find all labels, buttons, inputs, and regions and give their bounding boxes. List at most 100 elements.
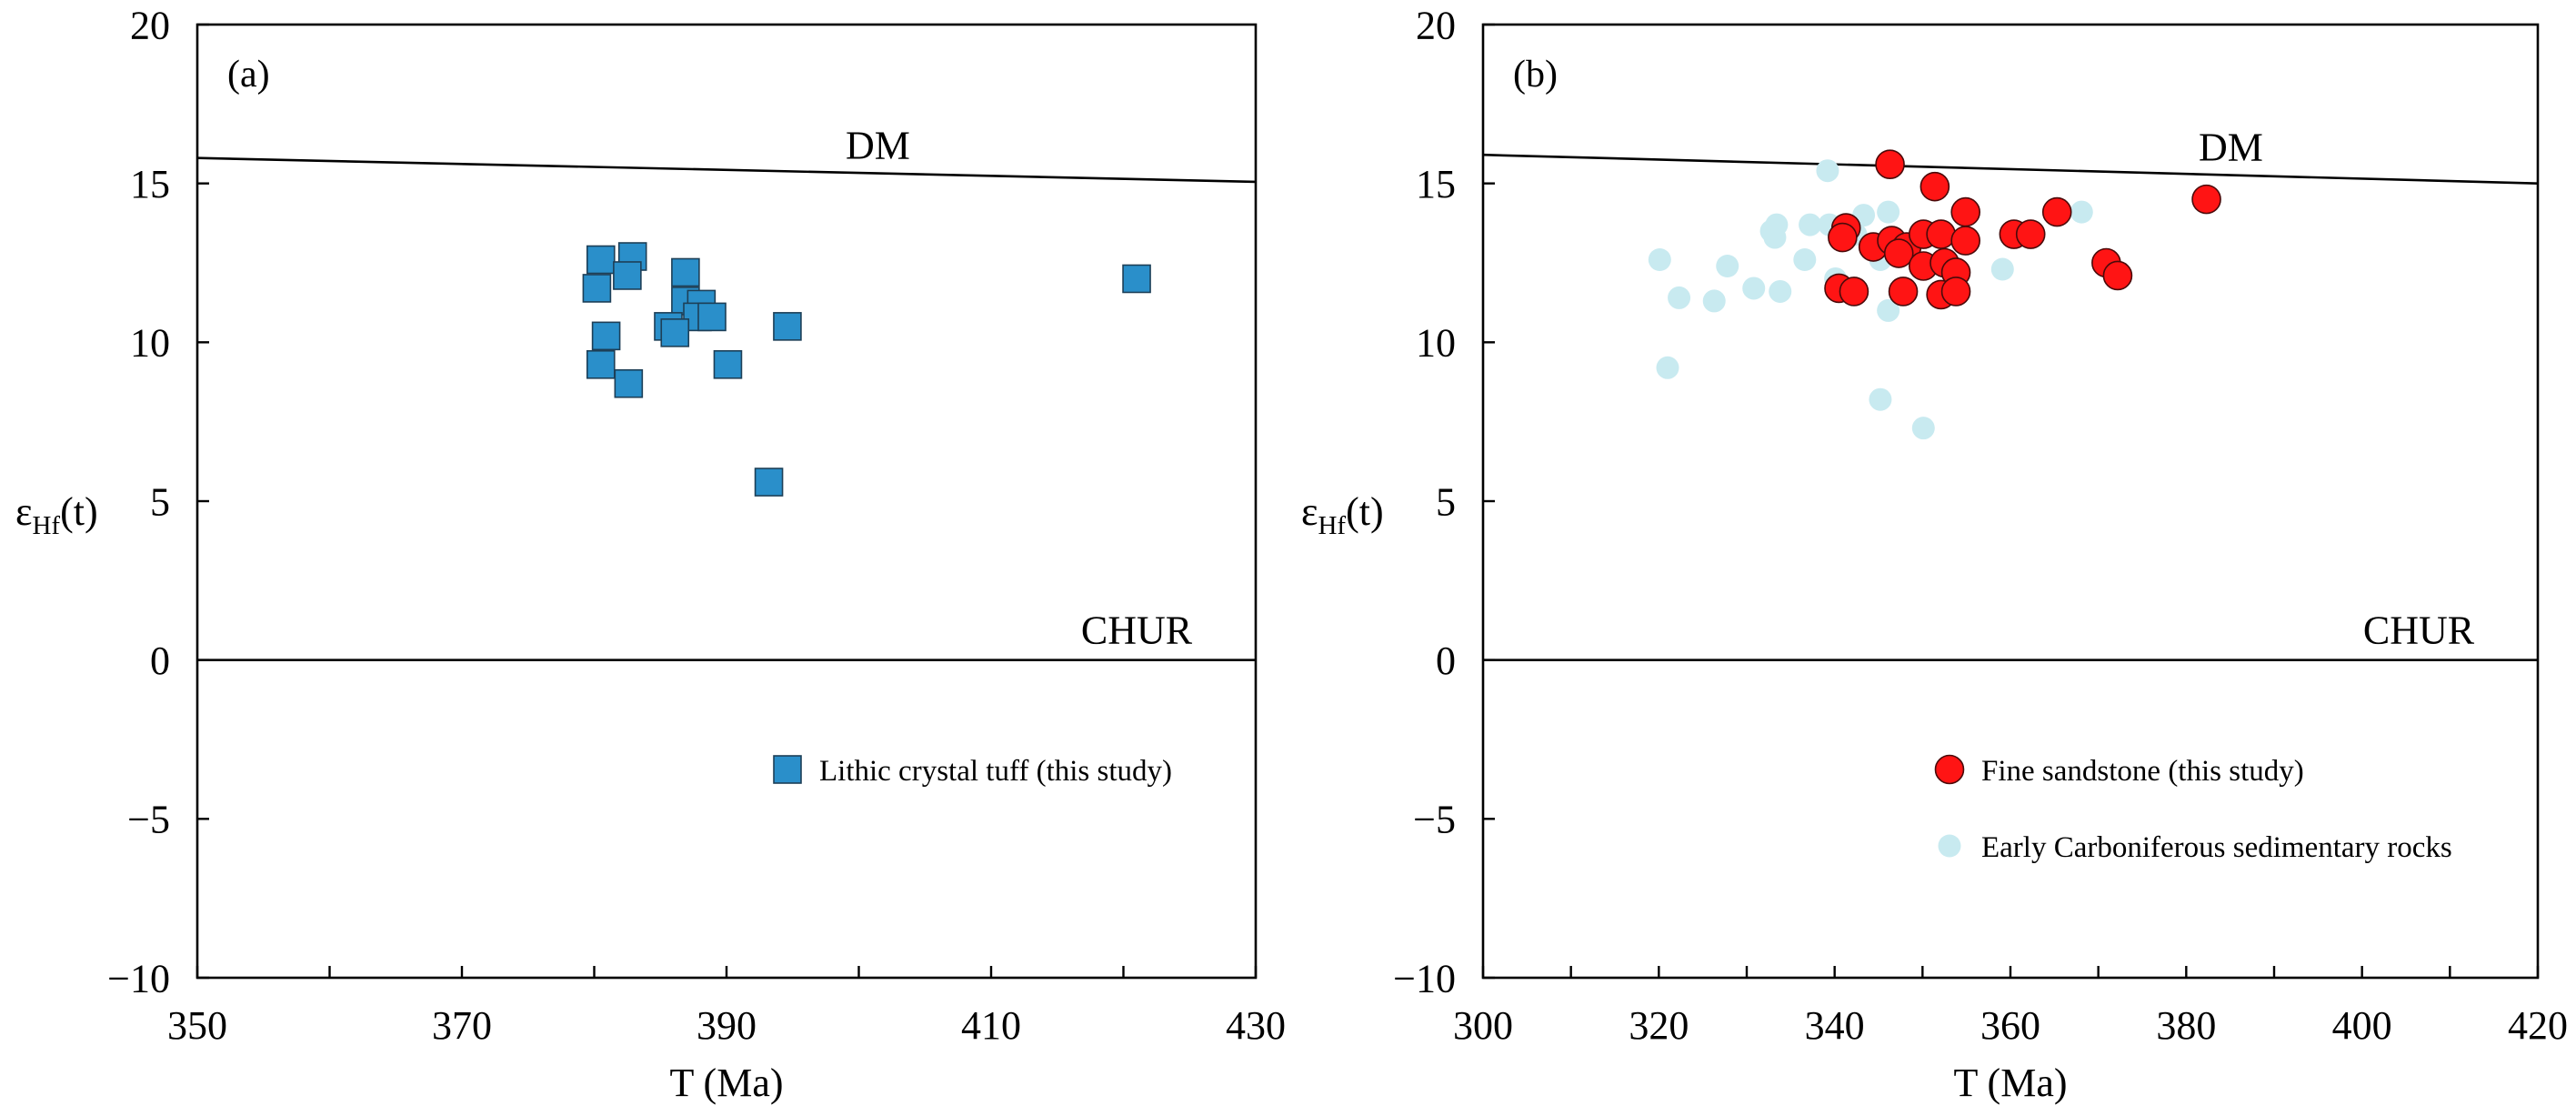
scatter-point (1940, 276, 1971, 307)
y-axis-title-subscript: Hf (1318, 511, 1346, 540)
scatter-point (614, 368, 644, 398)
y-axis-title-suffix: (t) (60, 489, 98, 534)
y-axis-title: εHf(t) (1301, 489, 1384, 540)
scatter-point (1799, 213, 1822, 236)
scatter-point (1763, 226, 1787, 249)
scatter-point (1668, 286, 1691, 309)
early-carboniferous-sedimentary-rocks-series (1648, 159, 2093, 440)
x-tick-label: 340 (1805, 1003, 1865, 1048)
y-axis-title-symbol: ε (1301, 489, 1318, 534)
y-tick-label: 20 (1416, 3, 1456, 47)
x-tick-label: 370 (432, 1003, 492, 1048)
dm-label: DM (2199, 126, 2263, 170)
scatter-point (1816, 159, 1839, 183)
fine-sandstone-this-study-series (1824, 149, 2221, 310)
chur-label: CHUR (2363, 608, 2475, 653)
scatter-point (671, 257, 700, 287)
dm-reference-line (196, 156, 1257, 184)
y-axis: 20 15 10 5 0 −5 −10 (1393, 3, 1495, 1000)
x-tick-label: 430 (1226, 1003, 1286, 1048)
scatter-point (613, 261, 642, 290)
x-tick-label: 390 (697, 1003, 757, 1048)
scatter-point (1919, 171, 1950, 202)
scatter-point (2191, 184, 2221, 215)
scatter-point (697, 302, 727, 332)
y-axis-title-symbol: ε (15, 489, 32, 534)
chur-label: CHUR (1081, 608, 1193, 653)
legend-marker (773, 755, 802, 784)
scatter-point (2070, 200, 2093, 224)
plot-frame (195, 23, 1258, 980)
y-tick-label: −5 (1413, 798, 1456, 842)
scatter-point (1950, 196, 1980, 227)
dm-label: DM (846, 124, 910, 168)
y-tick-label: 0 (150, 638, 170, 683)
scatter-point (1875, 149, 1905, 180)
scatter-point (586, 349, 616, 379)
scatter-point (1828, 222, 1858, 253)
panel-label: (b) (1513, 54, 1558, 96)
dm-reference-line (1482, 153, 2539, 185)
scatter-point (1869, 387, 1892, 411)
y-axis-title-subscript: Hf (32, 511, 60, 540)
scatter-point (582, 274, 612, 303)
x-tick-label: 400 (2332, 1003, 2392, 1048)
panel-a: 350 370 390 410 430 20 15 10 5 0 −5 −10 T (Ma) εHf(t)… (15, 3, 1286, 1105)
scatter-point (773, 312, 802, 341)
y-tick-label: 5 (150, 479, 170, 524)
scatter-point (1656, 356, 1679, 379)
scatter-point (1950, 226, 1980, 256)
y-tick-label: −10 (107, 956, 170, 1000)
legend-marker (1938, 834, 1961, 858)
x-tick-label: 420 (2508, 1003, 2568, 1048)
y-tick-label: 5 (1436, 479, 1456, 524)
scatter-point (660, 318, 690, 347)
scatter-point (2041, 196, 2072, 227)
y-tick-label: 15 (1416, 162, 1456, 206)
x-tick-label: 350 (167, 1003, 227, 1048)
scatter-point (1877, 200, 1900, 224)
legend-marker (1934, 754, 1965, 785)
scatter-point (2102, 260, 2133, 291)
scatter-point (1990, 257, 2014, 281)
scatter-point (1888, 276, 1919, 307)
x-tick-label: 360 (1980, 1003, 2040, 1048)
scatter-point (754, 468, 784, 497)
scatter-point (1122, 264, 1151, 294)
x-axis: 350 370 390 410 430 (167, 966, 1286, 1048)
panel-b: 300 320 340 360 380 400 420 20 15 10 5 0 −5 −10 T (Ma)… (1301, 3, 2568, 1105)
scatter-point (586, 245, 616, 275)
scatter-point (1877, 298, 1900, 322)
y-tick-label: 10 (1416, 321, 1456, 366)
y-tick-label: 15 (130, 162, 170, 206)
scatter-point (591, 321, 621, 351)
scatter-point (1911, 417, 1935, 440)
scatter-point (1716, 254, 1739, 277)
x-tick-label: 320 (1629, 1003, 1689, 1048)
legend: Fine sandstone (this study) Early Carboni… (1934, 754, 2452, 864)
scatter-point (2015, 219, 2046, 249)
x-axis: 300 320 340 360 380 400 420 (1453, 966, 2568, 1048)
panel-label: (a) (227, 54, 270, 96)
x-axis-title: T (Ma) (669, 1061, 783, 1105)
scatter-point (1926, 219, 1956, 249)
scatter-point (1839, 276, 1869, 307)
legend-label: Early Carboniferous sedimentary rocks (1981, 831, 2452, 864)
x-tick-label: 300 (1453, 1003, 1513, 1048)
x-tick-label: 380 (2156, 1003, 2216, 1048)
y-tick-label: 20 (130, 3, 170, 47)
scatter-point (1793, 248, 1817, 272)
y-axis-title-suffix: (t) (1346, 489, 1384, 534)
y-tick-label: 10 (130, 321, 170, 366)
scatter-point (1742, 276, 1766, 300)
x-tick-label: 410 (961, 1003, 1021, 1048)
y-axis-title: εHf(t) (15, 489, 98, 540)
scatter-point (1883, 238, 1914, 268)
legend: Lithic crystal tuff (this study) (773, 755, 1172, 788)
y-tick-label: 0 (1436, 638, 1456, 683)
scatter-point (713, 349, 743, 379)
scatter-point (1648, 248, 1671, 272)
y-tick-label: −5 (127, 798, 170, 842)
